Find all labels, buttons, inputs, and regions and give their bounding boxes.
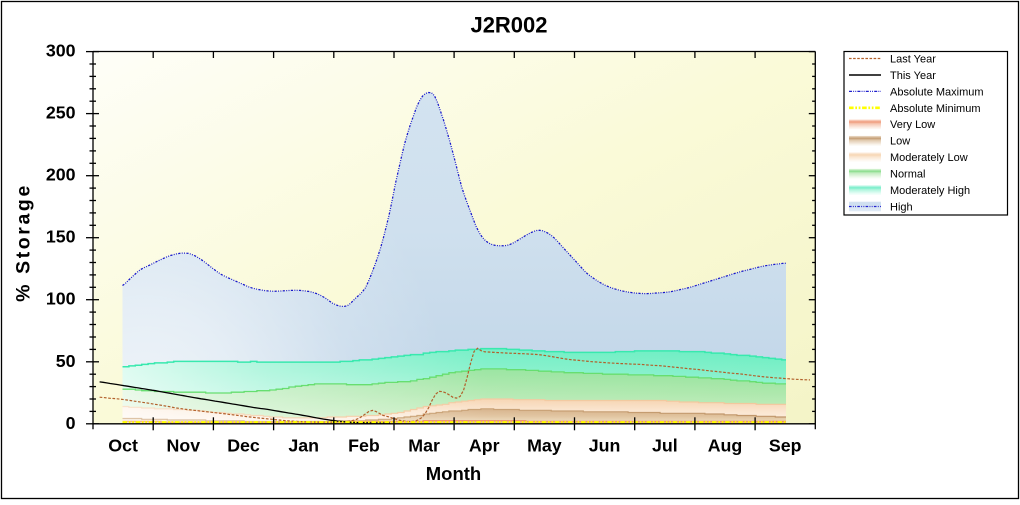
svg-text:200: 200 (46, 165, 76, 185)
svg-text:0: 0 (66, 413, 76, 433)
svg-text:Normal: Normal (890, 169, 925, 181)
svg-text:50: 50 (56, 351, 76, 371)
svg-text:This Year: This Year (890, 70, 936, 82)
svg-text:Month: Month (426, 463, 481, 484)
svg-text:Apr: Apr (469, 436, 500, 456)
svg-text:May: May (527, 436, 562, 456)
svg-text:Aug: Aug (708, 436, 743, 456)
svg-text:Jun: Jun (589, 436, 621, 456)
svg-text:% Storage: % Storage (13, 183, 35, 302)
svg-text:Oct: Oct (108, 436, 138, 456)
svg-text:Last Year: Last Year (890, 53, 936, 65)
svg-text:300: 300 (46, 41, 76, 61)
svg-text:Moderately Low: Moderately Low (890, 152, 968, 164)
svg-text:Feb: Feb (348, 436, 380, 456)
svg-text:J2R002: J2R002 (470, 13, 547, 38)
svg-text:Nov: Nov (167, 436, 201, 456)
svg-text:150: 150 (46, 227, 76, 247)
svg-text:Very Low: Very Low (890, 119, 935, 131)
svg-text:Mar: Mar (408, 436, 440, 456)
svg-text:High: High (890, 201, 913, 213)
svg-text:Jan: Jan (288, 436, 319, 456)
svg-text:Low: Low (890, 136, 910, 148)
svg-text:Dec: Dec (227, 436, 260, 456)
svg-text:Sep: Sep (769, 436, 802, 456)
svg-text:Jul: Jul (652, 436, 678, 456)
svg-text:Moderately High: Moderately High (890, 185, 970, 197)
svg-text:Absolute Maximum: Absolute Maximum (890, 86, 984, 98)
svg-text:250: 250 (46, 103, 76, 123)
svg-text:Absolute Minimum: Absolute Minimum (890, 103, 980, 115)
svg-text:100: 100 (46, 289, 76, 309)
